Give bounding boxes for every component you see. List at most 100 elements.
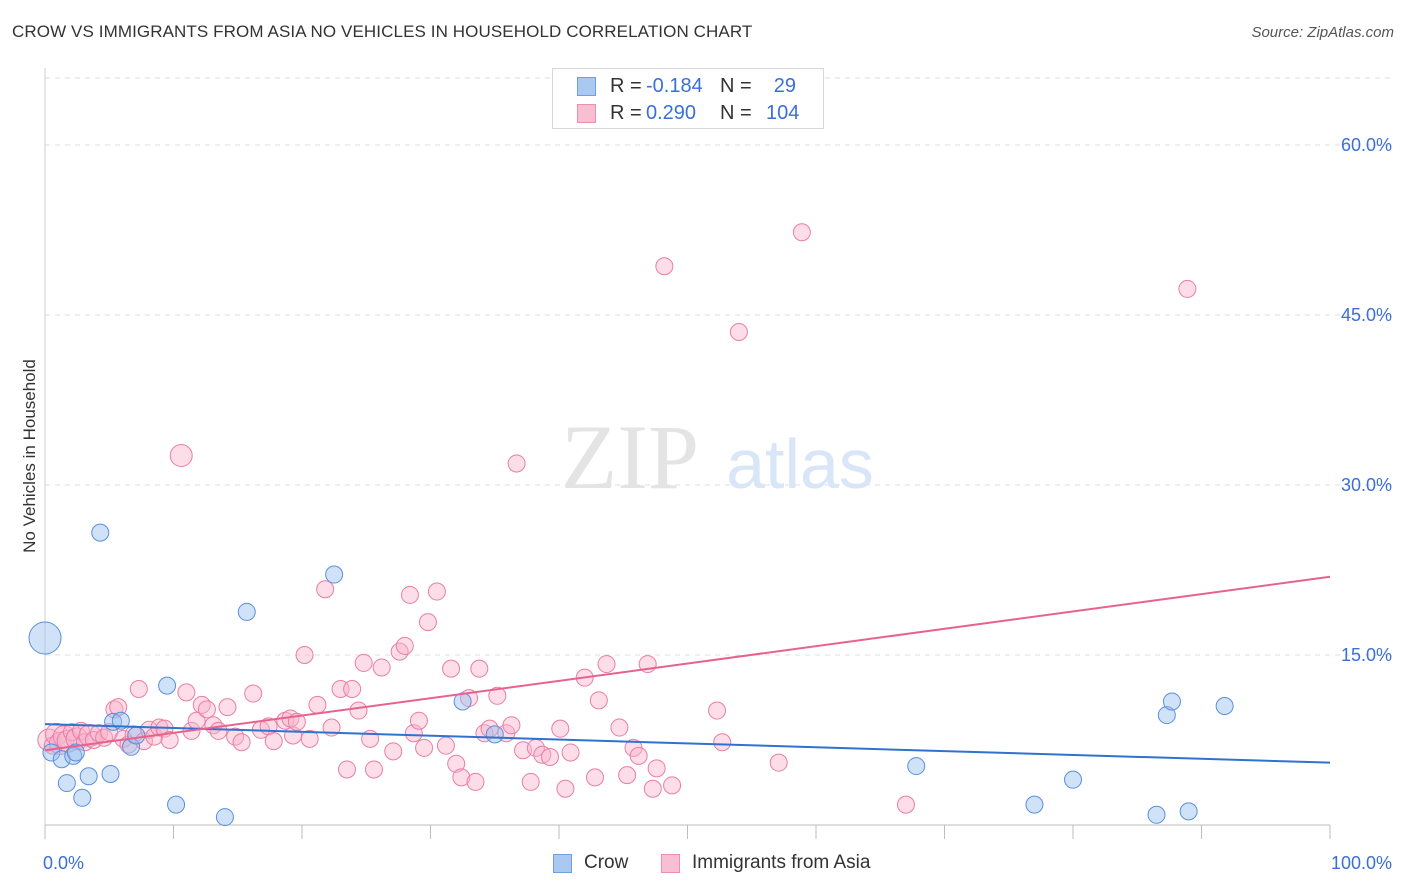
crow-point [237,602,256,621]
crow-point [485,725,504,744]
y-axis-label: No Vehicles in Household [20,359,39,553]
asia-point [507,454,526,473]
asia-point [442,659,461,678]
asia-point [561,743,580,762]
crow-point [215,808,234,827]
asia-point [610,718,629,737]
asia-swatch [661,853,680,873]
asia-point [792,223,811,242]
grid-lines [45,77,1392,656]
asia-point [502,716,521,735]
crow-point [57,774,76,793]
asia-point [343,680,362,698]
legend-row-asia: R = 0.290 N = 104 [577,100,799,126]
asia-point [71,721,90,740]
asia-point [295,646,314,664]
asia-point [418,613,437,632]
crow-point [1215,697,1234,715]
asia-point [708,701,727,720]
asia-point [415,738,434,757]
asia-point [395,636,414,655]
crow-point [1179,802,1198,821]
asia-point [896,795,915,814]
asia-point [643,779,662,798]
asia-point [384,742,403,761]
asia-point [447,754,466,773]
x-tick-label: 100.0% [1331,853,1392,873]
crow-point [158,676,177,695]
crow-point [907,757,926,776]
crow-point [1147,805,1166,824]
asia-point [769,753,788,772]
crow-point [66,743,85,762]
y-tick-label: 30.0% [1341,475,1392,495]
asia-point [470,659,489,678]
asia-point [354,653,373,672]
asia-point [589,691,608,710]
crow-point [73,788,92,807]
asia-point [466,772,485,791]
y-tick-label: 45.0% [1341,305,1392,325]
correlation-legend: R = -0.184 N = 29 R = 0.290 N = 104 [552,68,824,129]
crow-point [91,523,110,542]
asia-point [372,658,391,677]
chart-title: CROW VS IMMIGRANTS FROM ASIA NO VEHICLES… [12,22,753,41]
trend-lines [44,575,1331,764]
crow-point [111,711,130,730]
asia-point [618,766,637,785]
asia-point [663,776,682,795]
asia-point [729,323,748,341]
y-tick-label: 15.0% [1341,645,1392,665]
asia-point [427,582,446,601]
r-label: R = [610,101,642,124]
crow-point [1157,706,1176,725]
crow-swatch [577,76,596,96]
watermark-zip: ZIP [561,406,699,508]
asia-point [585,768,604,787]
crow-point [1025,795,1044,814]
asia-point [713,733,732,752]
asia-trend-line [44,575,1331,752]
asia-point [160,731,179,749]
asia-point [597,655,616,674]
asia-point [647,759,666,778]
watermark-atlas: atlas [726,425,874,503]
crow-point [1162,692,1181,711]
asia-swatch [577,103,596,123]
source-label: Source: ZipAtlas.com [1251,24,1394,41]
asia-point [556,779,575,798]
series-legend: Crow Immigrants from Asia [0,852,1406,878]
asia-point [337,760,356,779]
crow-point [127,726,146,745]
asia-point [551,719,570,738]
axes [44,68,1331,839]
r-value: -0.184 [646,74,703,97]
legend-label-asia: Immigrants from Asia [692,852,871,873]
n-label: N = [720,101,752,124]
asia-point [655,257,674,276]
asia-point [244,684,263,703]
asia-point [316,580,335,599]
asia-point [218,698,237,717]
asia-point [1178,279,1197,298]
y-tick-label: 60.0% [1341,135,1392,155]
legend-label-crow: Crow [584,852,629,873]
asia-point [129,680,148,698]
legend-item-crow[interactable]: Crow [553,852,628,874]
crow-point [79,767,98,786]
crow-point [325,565,344,584]
asia-point [541,748,560,766]
legend-item-asia[interactable]: Immigrants from Asia [661,852,870,874]
asia-point [488,686,507,705]
asia-point [177,683,196,702]
asia-point [629,746,648,765]
crow-trend-line [44,723,1331,764]
tick-labels: 15.0% 30.0% 45.0% 60.0% 0.0% 100.0% [43,135,1392,873]
asia-point [349,701,368,720]
asia-point [521,772,540,791]
crow-point [167,795,186,814]
legend-row-crow: R = -0.184 N = 29 [577,73,796,99]
crow-swatch [553,853,572,873]
crow-point [28,621,62,655]
